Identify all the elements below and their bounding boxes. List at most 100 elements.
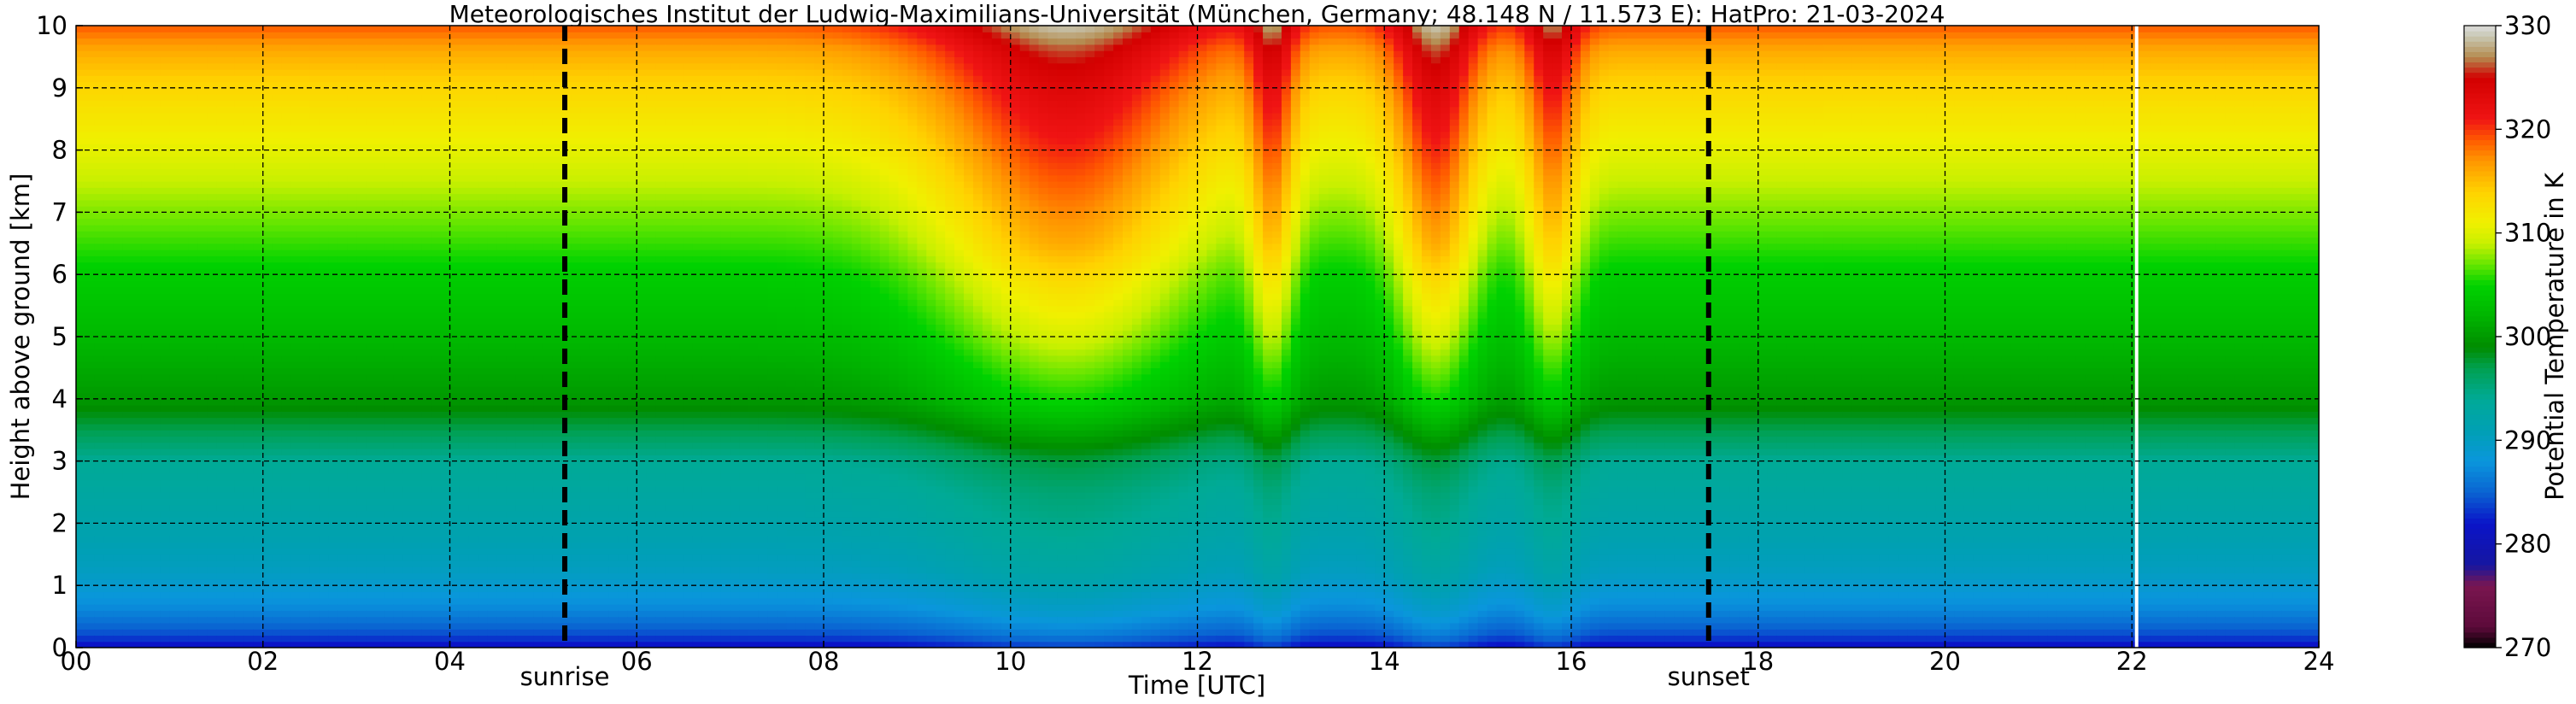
heatmap-cell — [179, 155, 189, 163]
heatmap-cell — [440, 417, 451, 425]
heatmap-cell — [506, 398, 516, 406]
heatmap-cell — [347, 343, 357, 350]
heatmap-cell — [478, 267, 488, 275]
heatmap-cell — [468, 131, 478, 138]
heatmap-cell — [309, 218, 320, 226]
heatmap-cell — [216, 75, 226, 83]
heatmap-cell — [319, 635, 329, 642]
heatmap-cell — [525, 311, 535, 319]
heatmap-cell — [94, 436, 105, 443]
heatmap-cell — [226, 212, 236, 220]
heatmap-cell — [188, 100, 198, 108]
heatmap-cell — [244, 498, 255, 506]
heatmap-cell — [337, 417, 348, 425]
heatmap-cell — [150, 417, 161, 425]
heatmap-cell — [141, 430, 152, 437]
heatmap-cell — [141, 392, 152, 400]
heatmap-cell — [309, 249, 320, 256]
heatmap-cell — [328, 585, 338, 593]
heatmap-cell — [76, 187, 86, 195]
heatmap-cell — [150, 324, 161, 331]
heatmap-cell — [496, 193, 507, 201]
heatmap-cell — [366, 150, 376, 157]
heatmap-cell — [216, 106, 226, 114]
heatmap-cell — [496, 237, 507, 244]
heatmap-cell — [272, 629, 283, 637]
heatmap-cell — [290, 349, 302, 356]
heatmap-cell — [281, 635, 292, 642]
heatmap-cell — [281, 106, 292, 114]
heatmap-cell — [281, 125, 292, 132]
heatmap-cell — [515, 373, 525, 381]
heatmap-cell — [150, 187, 161, 195]
heatmap-cell — [366, 187, 376, 195]
heatmap-cell — [328, 261, 338, 269]
heatmap-cell — [216, 485, 226, 493]
heatmap-cell — [94, 305, 105, 313]
heatmap-cell — [113, 50, 124, 57]
heatmap-cell — [272, 473, 283, 481]
heatmap-cell — [356, 32, 367, 39]
heatmap-cell — [506, 26, 516, 32]
heatmap-cell — [496, 585, 507, 593]
heatmap-cell — [347, 461, 357, 468]
heatmap-cell — [384, 554, 395, 561]
heatmap-cell — [216, 44, 226, 51]
heatmap-cell — [262, 548, 273, 555]
heatmap-cell — [525, 367, 535, 375]
heatmap-cell — [207, 554, 217, 561]
heatmap-cell — [272, 641, 283, 648]
heatmap-cell — [281, 168, 292, 176]
heatmap-cell — [244, 68, 255, 76]
heatmap-cell — [281, 367, 292, 375]
heatmap-cell — [375, 212, 385, 220]
heatmap-cell — [300, 461, 311, 468]
heatmap-cell — [150, 44, 161, 51]
heatmap-cell — [468, 572, 478, 580]
heatmap-cell — [533, 485, 544, 493]
heatmap-cell — [281, 199, 292, 207]
heatmap-cell — [281, 535, 292, 543]
heatmap-cell — [525, 26, 535, 32]
heatmap-cell — [281, 405, 292, 412]
heatmap-cell — [141, 193, 152, 201]
heatmap-cell — [309, 150, 320, 157]
heatmap-cell — [94, 212, 105, 220]
heatmap-cell — [328, 635, 338, 642]
heatmap-cell — [169, 286, 179, 294]
heatmap-cell — [328, 436, 338, 443]
heatmap-cell — [412, 32, 423, 39]
heatmap-field — [76, 26, 2319, 648]
heatmap-cell — [188, 162, 198, 170]
heatmap-cell — [319, 106, 329, 114]
heatmap-cell — [468, 187, 478, 195]
heatmap-cell — [94, 449, 105, 455]
heatmap-cell — [253, 206, 264, 213]
heatmap-cell — [122, 174, 133, 182]
heatmap-cell — [506, 243, 516, 250]
heatmap-cell — [533, 622, 544, 630]
heatmap-cell — [76, 199, 86, 207]
heatmap-cell — [132, 56, 143, 64]
heatmap-cell — [94, 100, 105, 108]
heatmap-cell — [487, 231, 497, 238]
heatmap-cell — [253, 125, 264, 132]
heatmap-cell — [207, 231, 217, 238]
heatmap-cell — [197, 162, 208, 170]
heatmap-cell — [431, 498, 442, 506]
heatmap-cell — [141, 94, 152, 101]
heatmap-cell — [384, 504, 395, 512]
heatmap-cell — [253, 361, 264, 368]
heatmap-cell — [459, 100, 469, 108]
heatmap-cell — [76, 231, 86, 238]
heatmap-cell — [169, 616, 179, 624]
heatmap-cell — [384, 641, 395, 648]
heatmap-cell — [440, 641, 451, 648]
heatmap-cell — [94, 548, 105, 555]
heatmap-cell — [309, 112, 320, 120]
heatmap-cell — [347, 373, 357, 381]
heatmap-cell — [309, 411, 320, 419]
heatmap-cell — [300, 131, 311, 138]
heatmap-cell — [440, 75, 451, 83]
heatmap-cell — [319, 131, 329, 138]
